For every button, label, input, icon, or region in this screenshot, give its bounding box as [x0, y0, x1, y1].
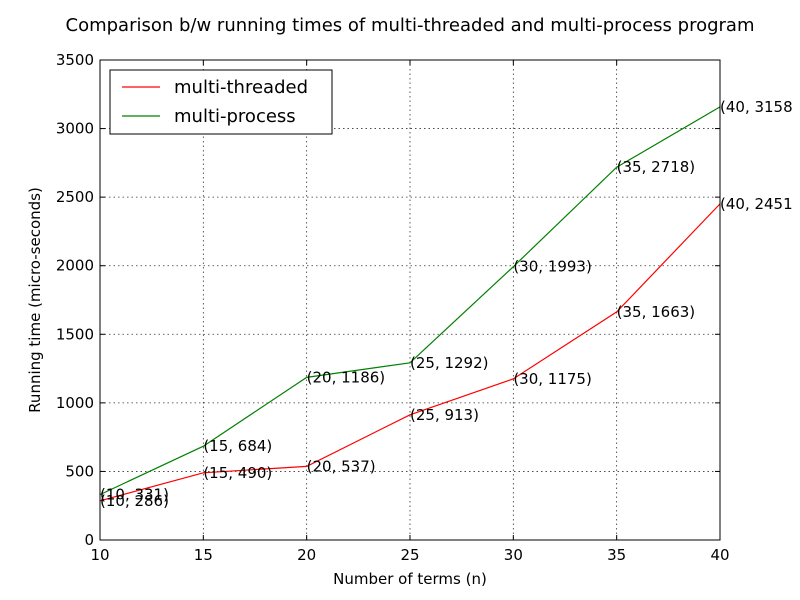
x-tick-label: 10 — [90, 546, 109, 564]
data-point — [202, 445, 204, 447]
point-label: (25, 913) — [410, 406, 479, 424]
chart-title: Comparison b/w running times of multi-th… — [66, 15, 755, 36]
point-label: (40, 3158 — [720, 98, 793, 116]
data-point — [616, 311, 618, 313]
x-tick-label: 15 — [194, 546, 213, 564]
point-label: (30, 1175) — [513, 370, 592, 388]
y-tick-label: 1000 — [56, 394, 94, 412]
point-label: (15, 684) — [203, 437, 272, 455]
data-point — [306, 376, 308, 378]
y-tick-label: 2500 — [56, 188, 94, 206]
point-label: (20, 537) — [307, 457, 376, 475]
axis-ticks: 10 15 20 25 30 35 40 0 500 1000 1500 2000 2500 3000 35… — [56, 51, 730, 564]
data-point — [409, 414, 411, 416]
legend-box — [109, 69, 333, 135]
data-point — [512, 378, 514, 380]
x-axis-title: Number of terms (n) — [333, 570, 487, 588]
legend: multi-threaded multi-process — [109, 69, 333, 135]
series-layer — [99, 106, 721, 502]
data-point — [306, 465, 308, 467]
x-tick-label: 20 — [297, 546, 316, 564]
point-label: (25, 1292) — [410, 354, 489, 372]
data-point — [512, 266, 514, 268]
point-label: (30, 1993) — [513, 258, 592, 276]
data-point — [409, 362, 411, 364]
y-axis-title: Running time (micro-seconds) — [26, 187, 44, 413]
x-tick-label: 30 — [504, 546, 523, 564]
y-tick-label: 500 — [65, 462, 94, 480]
x-tick-label: 25 — [400, 546, 419, 564]
y-tick-label: 3000 — [56, 120, 94, 138]
x-tick-label: 40 — [710, 546, 729, 564]
point-label: (35, 2718) — [617, 158, 696, 176]
legend-label: multi-process — [174, 106, 296, 127]
x-tick-label: 35 — [607, 546, 626, 564]
point-label: (10, 286) — [100, 492, 169, 510]
point-label: (40, 2451 — [720, 195, 793, 213]
point-label: (20, 1186) — [307, 368, 386, 386]
data-point — [616, 166, 618, 168]
point-labels: (10, 286) (15, 490) (20, 537) (25, 913) (30,… — [100, 98, 793, 510]
legend-label: multi-threaded — [174, 77, 308, 98]
data-point — [202, 472, 204, 474]
y-tick-label: 2000 — [56, 257, 94, 275]
point-label: (15, 490) — [203, 464, 272, 482]
y-tick-label: 3500 — [56, 51, 94, 69]
point-label: (35, 1663) — [617, 303, 696, 321]
y-tick-label: 0 — [84, 531, 94, 549]
y-tick-label: 1500 — [56, 325, 94, 343]
point-label: (10, 331) — [100, 486, 169, 504]
